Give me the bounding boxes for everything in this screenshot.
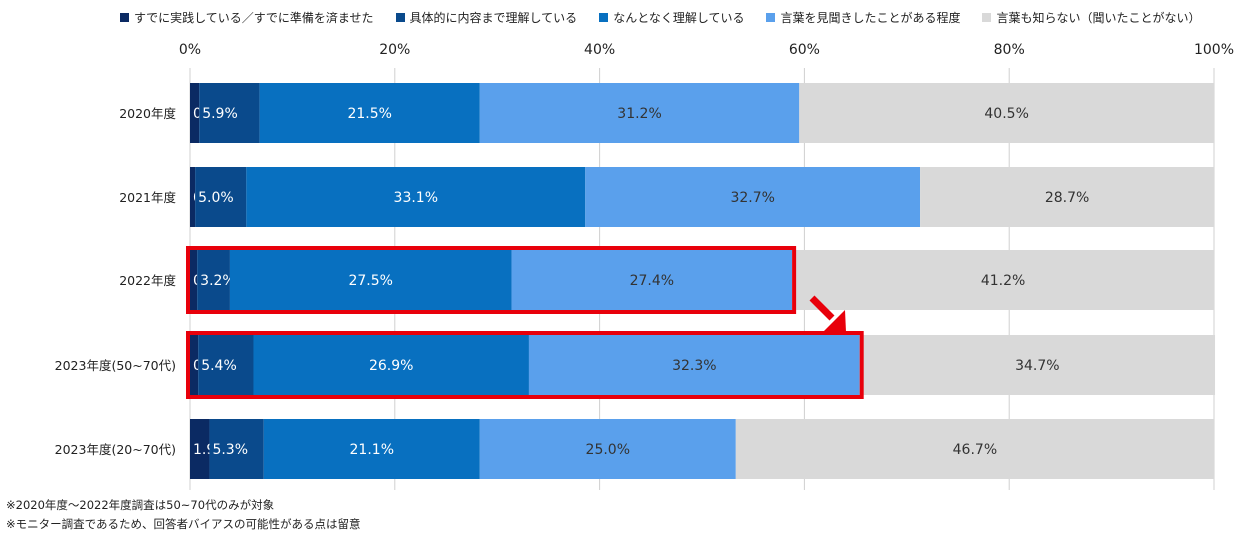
legend-item: 言葉も知らない（聞いたことがない） [982, 8, 1201, 26]
data-label: 27.5% [348, 273, 392, 289]
legend-label: 言葉を見聞きしたことがある程度 [780, 10, 961, 25]
legend-item: 言葉を見聞きしたことがある程度 [766, 8, 960, 26]
legend-label: 言葉も知らない（聞いたことがない） [996, 10, 1201, 25]
bar-segment [190, 167, 196, 227]
bar-segment [859, 335, 1216, 395]
data-label: 5.4% [201, 358, 237, 374]
bar-segment [190, 250, 198, 310]
data-label: 5.3% [212, 442, 248, 458]
legend-swatch [120, 12, 129, 22]
bar-segment [528, 335, 860, 395]
data-label: 33.1% [394, 190, 438, 206]
bar-segment [190, 335, 199, 395]
data-label: 32.7% [730, 190, 774, 206]
bar-segment [209, 419, 264, 479]
x-tick-label: 60% [789, 42, 820, 58]
legend-item: なんとなく理解している [599, 8, 744, 26]
x-tick-label: 80% [994, 42, 1025, 58]
bar-segment [253, 335, 529, 395]
legend-swatch [982, 12, 992, 22]
highlight-box [186, 331, 864, 399]
x-tick-label: 20% [379, 42, 410, 58]
bar-segment [799, 83, 1214, 143]
x-tick-label: 0% [179, 42, 201, 58]
bar-segment [199, 83, 260, 143]
data-label: 21.5% [347, 106, 391, 122]
bar-segment [198, 335, 254, 395]
category-label: 2021年度 [119, 190, 176, 205]
bar-segment [792, 250, 1214, 310]
bar-segment [920, 167, 1214, 227]
arrow-icon [809, 295, 846, 332]
x-tick-label: 100% [1194, 42, 1234, 58]
bar-segment [479, 83, 800, 143]
legend-swatch [599, 12, 609, 22]
data-label: 31.2% [617, 106, 661, 122]
data-label: 5.9% [202, 106, 238, 122]
bar-segment [229, 250, 512, 310]
legend-item: すでに実践している／すでに準備を済ませた [120, 8, 374, 26]
category-label: 2020年度 [119, 106, 176, 121]
footnote-1: ※2020年度～2022年度調査は50~70代のみが対象 [6, 498, 275, 512]
bar-segment [190, 83, 200, 143]
bar-segment [195, 167, 247, 227]
bar-segment [511, 250, 793, 310]
legend-label: すでに実践している／すでに準備を済ませた [134, 10, 374, 25]
data-label: 46.7% [953, 442, 997, 458]
data-label: 40.5% [984, 106, 1028, 122]
legend-swatch [766, 12, 776, 22]
data-label: 3.2% [200, 273, 236, 289]
bar-segment [197, 250, 230, 310]
bar-segment [190, 419, 210, 479]
category-label: 2023年度(20~70代) [55, 442, 176, 457]
chart-legend: すでに実践している／すでに準備を済ませた 具体的に内容まで理解している なんとなく理… [120, 8, 1223, 26]
data-label: 21.1% [350, 442, 394, 458]
arrow-shaft [809, 295, 835, 321]
data-label: 26.9% [369, 358, 413, 374]
bar-segment [263, 419, 480, 479]
data-label: 27.4% [630, 273, 674, 289]
bar-segment [259, 83, 480, 143]
legend-item: 具体的に内容まで理解している [395, 8, 578, 26]
data-label: 25.0% [586, 442, 630, 458]
data-label: 32.3% [672, 358, 716, 374]
footnote-2: ※モニター調査であるため、回答者バイアスの可能性がある点は留意 [6, 517, 361, 531]
category-label: 2022年度 [119, 273, 176, 288]
bar-segment [479, 419, 736, 479]
legend-label: 具体的に内容まで理解している [409, 10, 578, 25]
data-label: 28.7% [1045, 190, 1089, 206]
legend-label: なんとなく理解している [613, 10, 745, 25]
arrow-head [824, 310, 846, 332]
highlight-box [186, 246, 797, 314]
bar-segment [735, 419, 1214, 479]
bar-segment [585, 167, 921, 227]
data-label: 41.2% [981, 273, 1025, 289]
bar-segment [246, 167, 586, 227]
data-label: 5.0% [198, 190, 234, 206]
data-label: 34.7% [1015, 358, 1059, 374]
category-label: 2023年度(50~70代) [55, 358, 176, 373]
x-tick-label: 40% [584, 42, 615, 58]
legend-swatch [395, 12, 405, 22]
